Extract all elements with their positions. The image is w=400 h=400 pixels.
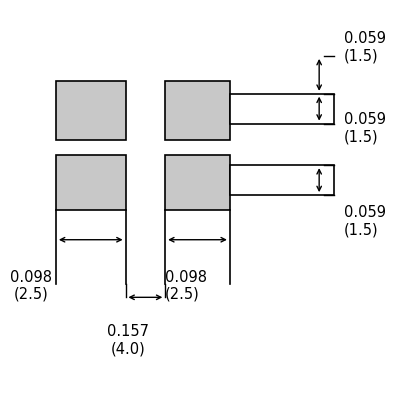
Bar xyxy=(56,155,126,210)
Text: 0.059
(1.5): 0.059 (1.5) xyxy=(344,31,386,64)
Bar xyxy=(230,165,334,195)
Text: 0.157
(4.0): 0.157 (4.0) xyxy=(108,324,150,356)
Text: 0.098
(2.5): 0.098 (2.5) xyxy=(10,270,52,302)
Text: 0.059
(1.5): 0.059 (1.5) xyxy=(344,205,386,237)
Bar xyxy=(230,94,334,124)
Text: 0.098
(2.5): 0.098 (2.5) xyxy=(165,270,207,302)
Bar xyxy=(165,81,230,140)
Text: 0.059
(1.5): 0.059 (1.5) xyxy=(344,112,386,145)
Bar xyxy=(165,155,230,210)
Bar xyxy=(56,81,126,140)
